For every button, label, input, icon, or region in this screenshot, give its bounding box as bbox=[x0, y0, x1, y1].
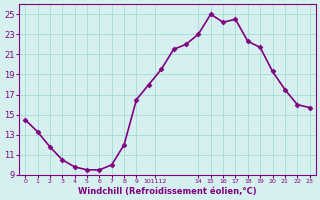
X-axis label: Windchill (Refroidissement éolien,°C): Windchill (Refroidissement éolien,°C) bbox=[78, 187, 257, 196]
